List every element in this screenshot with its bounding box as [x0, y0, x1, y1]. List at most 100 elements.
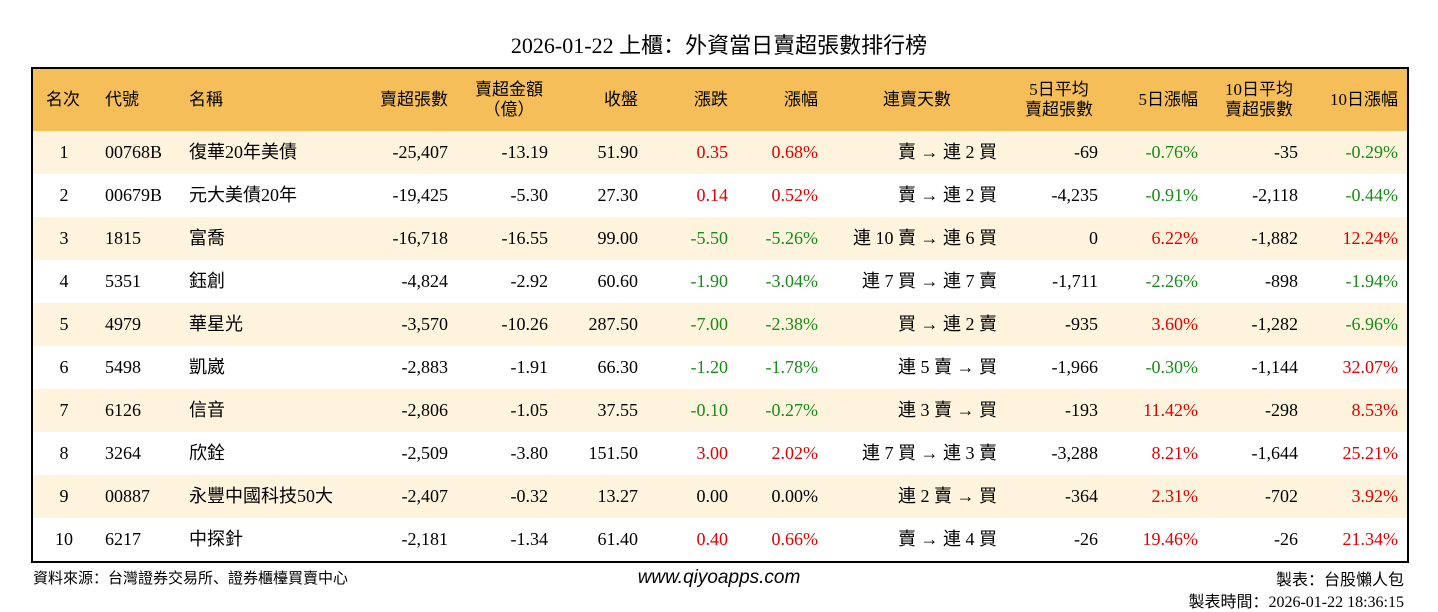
- table-cell: -35: [1274, 142, 1298, 162]
- table-cell: 287.50: [588, 314, 639, 334]
- table-cell: 3: [59, 228, 69, 248]
- table-cell: -0.27%: [765, 400, 819, 420]
- column-header: 賣超張數: [1225, 100, 1293, 119]
- author: 製表：台股懶人包: [1275, 572, 1404, 589]
- table-cell: -13.19: [501, 142, 549, 162]
- table-cell: -25,407: [392, 142, 449, 162]
- table: 名次 代號 名稱 賣超張數 賣超金額 （億） 收盤 漲跌 漲幅 連賣天數 5日平均 賣超張數 5日漲幅 1…: [31, 67, 1409, 563]
- table-cell: 0.00: [696, 486, 729, 506]
- table-cell: -5.50: [690, 228, 729, 248]
- table-cell: 連 7 買 → 連 3 賣: [862, 443, 997, 463]
- table-cell: -1.94%: [1345, 271, 1399, 291]
- table-cell: 0.52%: [771, 185, 819, 205]
- table-cell: 連 10 賣 → 連 6 買: [853, 228, 997, 248]
- table-cell: -5.30: [510, 185, 549, 205]
- table-cell: 3.92%: [1351, 486, 1399, 506]
- table-cell: -26: [1274, 529, 1298, 549]
- column-header: 名稱: [189, 90, 223, 109]
- table-cell: 25.21%: [1342, 443, 1399, 463]
- table-cell: 5351: [105, 271, 141, 291]
- table-cell: -3.80: [510, 443, 549, 463]
- table-row: 5 4979 華星光 -3,570 -10.26 287.50 -7.00 -2.38% 買 →…: [33, 303, 1407, 346]
- table-cell: -1,144: [1251, 357, 1299, 377]
- table-cell: 5: [59, 314, 69, 334]
- table-cell: 賣 → 連 2 買: [898, 185, 997, 205]
- column-header: 代號: [105, 90, 139, 109]
- table-cell: 0.68%: [771, 142, 819, 162]
- column-header: 名次: [46, 90, 80, 109]
- table-cell: -2,407: [401, 486, 449, 506]
- table-cell: 3.60%: [1151, 314, 1199, 334]
- table-cell: 151.50: [588, 443, 639, 463]
- table-cell: -2,118: [1252, 185, 1298, 205]
- table-cell: 信音: [189, 400, 225, 420]
- table-cell: -0.32: [510, 486, 549, 506]
- table-cell: 賣 → 連 4 買: [898, 529, 997, 549]
- website: www.qiyoapps.com: [637, 567, 801, 588]
- table-cell: 1815: [105, 228, 141, 248]
- table-header: 名次 代號 名稱 賣超張數 賣超金額 （億） 收盤 漲跌 漲幅 連賣天數 5日平均 賣超張數 5日漲幅 1…: [33, 69, 1407, 131]
- table-cell: -10.26: [501, 314, 549, 334]
- table-cell: 61.40: [597, 529, 639, 549]
- table-cell: 華星光: [189, 314, 243, 334]
- table-cell: -2,181: [401, 529, 449, 549]
- table-cell: 連 7 買 → 連 7 賣: [862, 271, 997, 291]
- table-cell: 凱崴: [189, 357, 225, 377]
- table-cell: 欣銓: [189, 443, 225, 463]
- table-cell: 11.42%: [1143, 400, 1198, 420]
- column-header: 連賣天數: [883, 90, 951, 109]
- table-cell: 永豐中國科技50大: [189, 486, 333, 506]
- table-cell: 66.30: [597, 357, 639, 377]
- column-header: 賣超張數: [1025, 100, 1093, 119]
- table-cell: 2.31%: [1151, 486, 1199, 506]
- column-header: 5日漲幅: [1138, 90, 1199, 109]
- table-cell: 3.00: [696, 443, 729, 463]
- table-cell: -1.78%: [765, 357, 819, 377]
- table-cell: -1,882: [1251, 228, 1299, 248]
- table-cell: -1,711: [1052, 271, 1098, 291]
- table-cell: 99.00: [597, 228, 639, 248]
- table-row: 10 6217 中探針 -2,181 -1.34 61.40 0.40 0.66% 賣 → 連 …: [33, 518, 1407, 561]
- table-cell: 6: [59, 357, 69, 377]
- table-cell: -6.96%: [1345, 314, 1399, 334]
- table-cell: 21.34%: [1342, 529, 1399, 549]
- table-cell: 富喬: [189, 228, 225, 248]
- table-cell: 00768B: [105, 142, 163, 162]
- table-cell: 8.21%: [1151, 443, 1199, 463]
- table-cell: 元大美債20年: [189, 185, 297, 205]
- table-cell: 5498: [105, 357, 141, 377]
- table-cell: 51.90: [597, 142, 639, 162]
- table-cell: -2.92: [510, 271, 549, 291]
- table-cell: 2.02%: [771, 443, 819, 463]
- table-row: 6 5498 凱崴 -2,883 -1.91 66.30 -1.20 -1.78% 連 5 賣 …: [33, 346, 1407, 389]
- table-cell: 0.35: [696, 142, 729, 162]
- table-cell: -0.30%: [1145, 357, 1199, 377]
- table-cell: -0.91%: [1145, 185, 1199, 205]
- table-cell: 3264: [105, 443, 141, 463]
- table-cell: 0.40: [696, 529, 729, 549]
- table-cell: -4,824: [401, 271, 449, 291]
- table-row: 2 00679B 元大美債20年 -19,425 -5.30 27.30 0.14 0.52%…: [33, 174, 1407, 217]
- table-cell: -0.76%: [1145, 142, 1199, 162]
- table-cell: -1.34: [510, 529, 549, 549]
- table-cell: -2.38%: [765, 314, 819, 334]
- table-cell: 0.66%: [771, 529, 819, 549]
- table-cell: 0: [1089, 228, 1098, 248]
- column-header: 5日平均: [1029, 80, 1089, 99]
- column-header: 10日漲幅: [1330, 90, 1398, 109]
- table-cell: -898: [1265, 271, 1298, 291]
- table-cell: 9: [59, 486, 69, 506]
- table-cell: 2: [59, 185, 69, 205]
- table-cell: 7: [59, 400, 69, 420]
- column-header: 賣超張數: [380, 90, 448, 109]
- column-header: 10日平均: [1225, 80, 1293, 99]
- table-cell: -1.20: [690, 357, 729, 377]
- table-cell: -0.29%: [1345, 142, 1399, 162]
- table-cell: 0.14: [696, 185, 729, 205]
- table-cell: 19.46%: [1142, 529, 1199, 549]
- table-cell: -7.00: [690, 314, 729, 334]
- table-cell: -2,883: [401, 357, 449, 377]
- table-cell: 8.53%: [1351, 400, 1399, 420]
- table-cell: -1,966: [1051, 357, 1099, 377]
